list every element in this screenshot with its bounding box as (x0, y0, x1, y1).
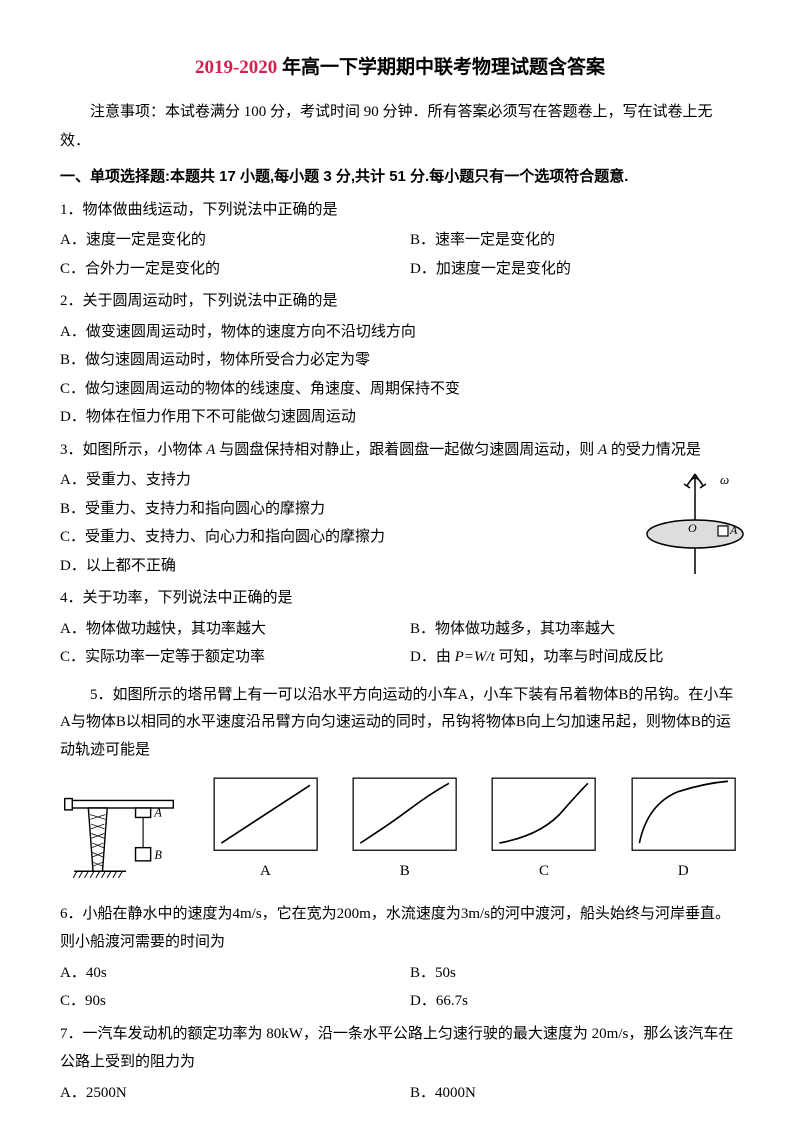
question-4: 4．关于功率，下列说法中正确的是 A．物体做功越快，其功率越大 B．物体做功越多… (60, 584, 740, 672)
q7-opt-b: B．4000N (410, 1079, 740, 1108)
q5-opt-a: A (209, 773, 322, 886)
q3-o-label: O (688, 521, 697, 535)
q4-opt-c: C．实际功率一定等于额定功率 (60, 643, 390, 672)
q1-opt-c: C．合外力一定是变化的 (60, 255, 390, 284)
q5-label-b: B (348, 857, 461, 886)
q5-opt-c: C (487, 773, 600, 886)
q3-opt-d: D．以上都不正确 (60, 552, 740, 581)
q5-label-a: A (209, 857, 322, 886)
q3-stem-b: 与圆盘保持相对静止，跟着圆盘一起做匀速圆周运动，则 (215, 442, 598, 458)
q2-opt-c: C．做匀速圆周运动的物体的线速度、角速度、周期保持不变 (60, 375, 740, 404)
q6-opt-a: A．40s (60, 959, 390, 988)
q1-opt-a: A．速度一定是变化的 (60, 226, 390, 255)
q5-figures: A B A B C D (60, 773, 740, 886)
q3-stem-a: 3．如图所示，小物体 (60, 442, 206, 458)
q6-opt-c: C．90s (60, 987, 390, 1016)
q3-stem: 3．如图所示，小物体 A 与圆盘保持相对静止，跟着圆盘一起做匀速圆周运动，则 A… (60, 436, 740, 465)
question-3: 3．如图所示，小物体 A 与圆盘保持相对静止，跟着圆盘一起做匀速圆周运动，则 A… (60, 436, 740, 581)
exam-title: 2019-2020 年高一下学期期中联考物理试题含答案 (60, 50, 740, 86)
q7-stem: 7．一汽车发动机的额定功率为 80kW，沿一条水平公路上匀速行驶的最大速度为 2… (60, 1020, 740, 1077)
q4-d-b: 可知，功率与时间成反比 (495, 649, 664, 665)
q5-stem: 5．如图所示的塔吊臂上有一可以沿水平方向运动的小车A，小车下装有吊着物体B的吊钩… (60, 682, 740, 765)
q5-crane-diagram: A B (60, 791, 183, 885)
q3-opt-b: B．受重力、支持力和指向圆心的摩擦力 (60, 495, 740, 524)
q6-opt-b: B．50s (410, 959, 740, 988)
q3-opt-a: A．受重力、支持力 (60, 466, 740, 495)
q4-stem: 4．关于功率，下列说法中正确的是 (60, 584, 740, 613)
q5-b-label: B (154, 848, 162, 862)
q4-d-formula: P=W/t (455, 649, 495, 665)
q5-opt-d: D (627, 773, 740, 886)
q5-label-d: D (627, 857, 740, 886)
q4-opt-a: A．物体做功越快，其功率越大 (60, 615, 390, 644)
q7-opt-a: A．2500N (60, 1079, 390, 1108)
q5-curve-d-icon (627, 773, 740, 855)
question-1: 1．物体做曲线运动，下列说法中正确的是 A．速度一定是变化的 B．速率一定是变化… (60, 196, 740, 284)
q5-curve-b-icon (348, 773, 461, 855)
question-7: 7．一汽车发动机的额定功率为 80kW，沿一条水平公路上匀速行驶的最大速度为 2… (60, 1020, 740, 1108)
q4-opt-b: B．物体做功越多，其功率越大 (410, 615, 740, 644)
q5-curve-a-icon (209, 773, 322, 855)
q5-curve-c-icon (487, 773, 600, 855)
question-2: 2．关于圆周运动时，下列说法中正确的是 A．做变速圆周运动时，物体的速度方向不沿… (60, 287, 740, 432)
q3-sym-a2: A (598, 442, 607, 458)
q4-opt-d: D．由 P=W/t 可知，功率与时间成反比 (410, 643, 740, 672)
title-text: 年高一下学期期中联考物理试题含答案 (277, 57, 605, 78)
q2-stem: 2．关于圆周运动时，下列说法中正确的是 (60, 287, 740, 316)
q3-diagram: ω O A (640, 464, 750, 584)
q3-a-label: A (729, 523, 738, 537)
instructions: 注意事项：本试卷满分 100 分，考试时间 90 分钟．所有答案必须写在答题卷上… (60, 98, 740, 155)
q2-opt-b: B．做匀速圆周运动时，物体所受合力必定为零 (60, 346, 740, 375)
q1-opt-b: B．速率一定是变化的 (410, 226, 740, 255)
q5-a-label: A (153, 806, 162, 820)
q6-opt-d: D．66.7s (410, 987, 740, 1016)
q3-omega-label: ω (720, 472, 729, 487)
q3-opt-c: C．受重力、支持力、向心力和指向圆心的摩擦力 (60, 523, 740, 552)
q2-opt-a: A．做变速圆周运动时，物体的速度方向不沿切线方向 (60, 318, 740, 347)
q6-stem: 6．小船在静水中的速度为4m/s，它在宽为200m，水流速度为3m/s的河中渡河… (60, 900, 740, 957)
section-1-header: 一、单项选择题:本题共 17 小题,每小题 3 分,共计 51 分.每小题只有一… (60, 163, 740, 192)
q5-opt-b: B (348, 773, 461, 886)
question-6: 6．小船在静水中的速度为4m/s，它在宽为200m，水流速度为3m/s的河中渡河… (60, 900, 740, 1016)
q5-label-c: C (487, 857, 600, 886)
q3-stem-c: 的受力情况是 (607, 442, 701, 458)
q2-opt-d: D．物体在恒力作用下不可能做匀速圆周运动 (60, 403, 740, 432)
title-year: 2019-2020 (195, 57, 277, 78)
q1-opt-d: D．加速度一定是变化的 (410, 255, 740, 284)
q1-stem: 1．物体做曲线运动，下列说法中正确的是 (60, 196, 740, 225)
q4-d-a: D．由 (410, 649, 455, 665)
